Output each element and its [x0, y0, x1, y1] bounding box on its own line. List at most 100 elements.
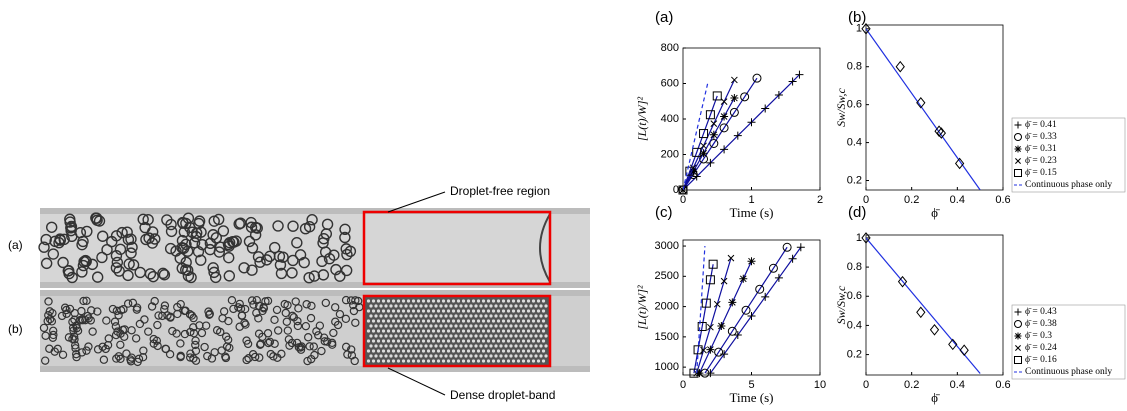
x-tick-label: 0.4 [950, 194, 965, 206]
droplet [514, 354, 518, 358]
droplet [474, 304, 478, 308]
y-tick-label: 1000 [655, 361, 679, 373]
droplet [406, 319, 411, 323]
droplet [464, 344, 468, 348]
droplet [247, 296, 257, 305]
droplet [426, 359, 431, 363]
droplet [484, 324, 488, 328]
marker [1014, 133, 1022, 141]
droplet [454, 304, 458, 308]
marker [752, 73, 762, 83]
droplet [99, 355, 109, 364]
droplet [366, 349, 371, 353]
droplet [489, 354, 493, 358]
droplet [529, 344, 533, 348]
droplet [426, 319, 431, 323]
marker [699, 149, 708, 158]
droplet [484, 314, 488, 318]
droplet [120, 332, 129, 341]
droplet [506, 329, 511, 333]
droplet [161, 214, 173, 226]
droplet [419, 334, 423, 338]
droplet [534, 344, 538, 348]
droplet [404, 334, 408, 338]
droplet [424, 314, 428, 318]
droplet [131, 334, 141, 343]
droplet [511, 319, 516, 323]
droplet [83, 311, 92, 321]
droplet [526, 299, 531, 303]
droplet [374, 344, 378, 348]
droplet [185, 353, 195, 362]
marker [730, 94, 739, 103]
droplet [431, 299, 436, 303]
legend-label: ϕ̄ = 0.43 [1025, 307, 1057, 317]
droplet [386, 359, 391, 363]
droplet [499, 304, 503, 308]
droplet [138, 352, 148, 362]
legend-label: ϕ̄ = 0.24 [1025, 343, 1057, 353]
droplet [77, 348, 87, 357]
droplet [122, 269, 134, 282]
droplet [303, 271, 315, 284]
droplet [474, 314, 478, 318]
marker [959, 344, 969, 357]
droplet [516, 359, 521, 363]
droplet [340, 264, 353, 277]
marker [685, 166, 695, 176]
droplet [246, 242, 259, 254]
marker [796, 243, 805, 252]
droplet [82, 296, 91, 305]
droplet [534, 354, 538, 358]
droplet [454, 344, 458, 348]
droplet [521, 329, 526, 333]
droplet [41, 331, 50, 341]
droplet [501, 319, 506, 323]
marker [747, 311, 756, 320]
droplet [421, 339, 426, 343]
droplet [531, 339, 536, 343]
marker [710, 120, 718, 127]
droplet [176, 234, 189, 247]
marker [720, 145, 729, 154]
droplet [204, 243, 216, 256]
droplet [182, 212, 195, 224]
droplet [399, 304, 403, 308]
droplet [476, 319, 481, 323]
droplet [306, 313, 316, 323]
marker [729, 107, 739, 117]
droplet [110, 317, 120, 326]
droplet [381, 299, 386, 303]
droplet [168, 326, 177, 336]
marker [678, 185, 688, 195]
droplet [376, 359, 381, 363]
droplet [426, 339, 431, 343]
marker [712, 91, 722, 101]
droplet [406, 309, 411, 313]
droplet [396, 309, 401, 313]
droplet [514, 344, 518, 348]
droplet [476, 309, 481, 313]
droplet [386, 299, 391, 303]
legend-label: Continuous phase only [1025, 367, 1112, 377]
x-tick-label: 5 [748, 379, 754, 391]
droplet [471, 319, 476, 323]
droplet [396, 329, 401, 333]
droplet [531, 319, 536, 323]
droplet [174, 252, 186, 264]
droplet [139, 221, 151, 234]
droplet [321, 218, 334, 230]
droplet [140, 315, 149, 324]
droplet [484, 304, 488, 308]
droplet [469, 314, 473, 318]
droplet [335, 309, 345, 319]
droplet [58, 350, 68, 359]
droplet [108, 304, 118, 314]
droplet [376, 329, 381, 333]
droplet [291, 237, 303, 249]
droplet [541, 299, 546, 303]
droplet [180, 238, 192, 251]
droplet [431, 359, 436, 363]
droplet [384, 354, 388, 358]
droplet [77, 306, 86, 316]
